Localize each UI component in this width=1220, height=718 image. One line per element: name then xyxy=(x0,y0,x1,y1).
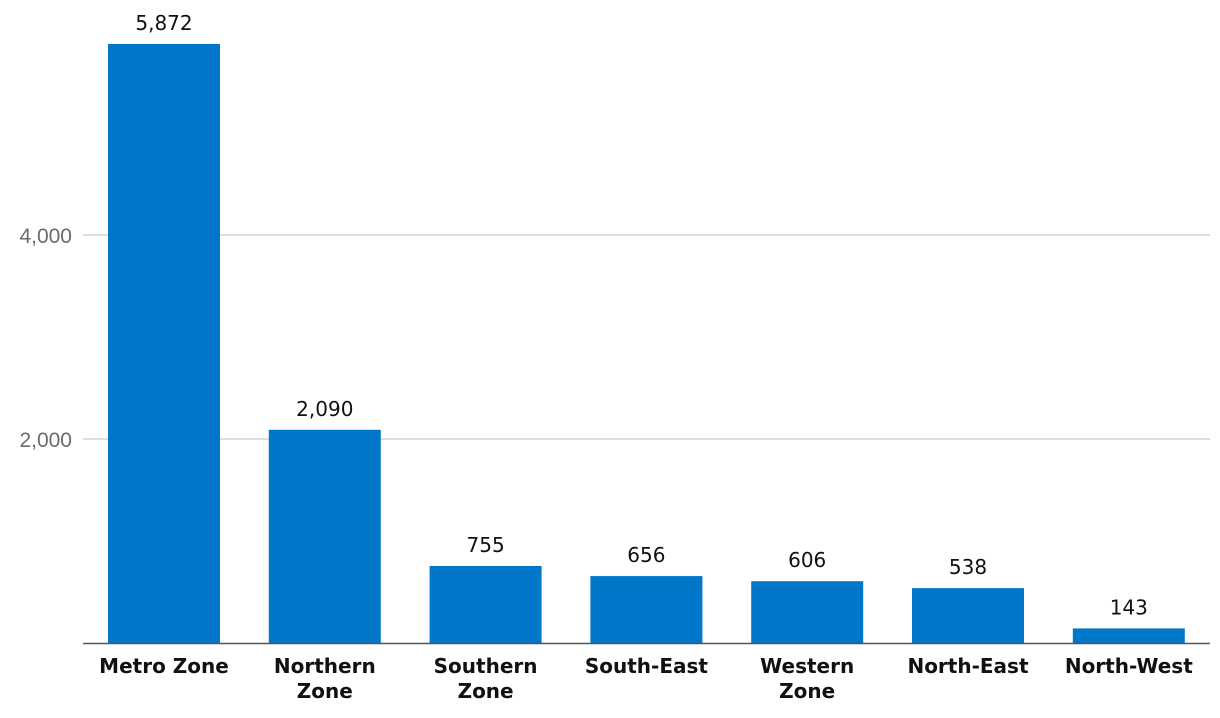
category-label-line: North-East xyxy=(907,654,1029,678)
bar-value-label: 606 xyxy=(788,548,826,572)
y-tick-label: 4,000 xyxy=(19,225,72,248)
category-label-line: Zone xyxy=(458,679,514,703)
bar-value-label: 538 xyxy=(949,555,987,579)
bar xyxy=(108,44,220,643)
category-label: Northern Zone xyxy=(274,654,376,703)
bar-value-label: 2,090 xyxy=(296,397,353,421)
bar xyxy=(429,565,542,643)
bar xyxy=(268,429,381,643)
category-label-line: Zone xyxy=(779,679,835,703)
gridlines: 2,000 4,000 xyxy=(19,225,1210,452)
bar xyxy=(912,588,1024,643)
category-label-line: Southern xyxy=(434,654,538,678)
bar xyxy=(751,581,864,643)
category-label-line: North-West xyxy=(1065,654,1193,678)
category-label: South-East xyxy=(585,654,709,678)
category-label-line: Northern xyxy=(274,654,376,678)
y-tick-label: 2,000 xyxy=(19,429,72,452)
bar-value-label: 143 xyxy=(1110,595,1148,619)
category-label: Western Zone xyxy=(760,654,854,703)
category-label: Southern Zone xyxy=(434,654,538,703)
category-label-line: Metro Zone xyxy=(99,654,229,678)
bar xyxy=(1072,628,1185,643)
bar-value-label: 5,872 xyxy=(135,11,192,35)
bar-value-label: 656 xyxy=(627,543,665,567)
category-label-line: South-East xyxy=(585,654,709,678)
category-label: North-East xyxy=(907,654,1029,678)
bar xyxy=(590,576,703,643)
category-label-line: Western xyxy=(760,654,854,678)
data-labels: 5,872 2,090 755 656 606 538 143 xyxy=(135,11,1148,619)
category-label: North-West xyxy=(1065,654,1193,678)
bar-value-label: 755 xyxy=(467,533,505,557)
bars xyxy=(108,44,1185,643)
category-label: Metro Zone xyxy=(99,654,229,678)
category-label-line: Zone xyxy=(297,679,353,703)
